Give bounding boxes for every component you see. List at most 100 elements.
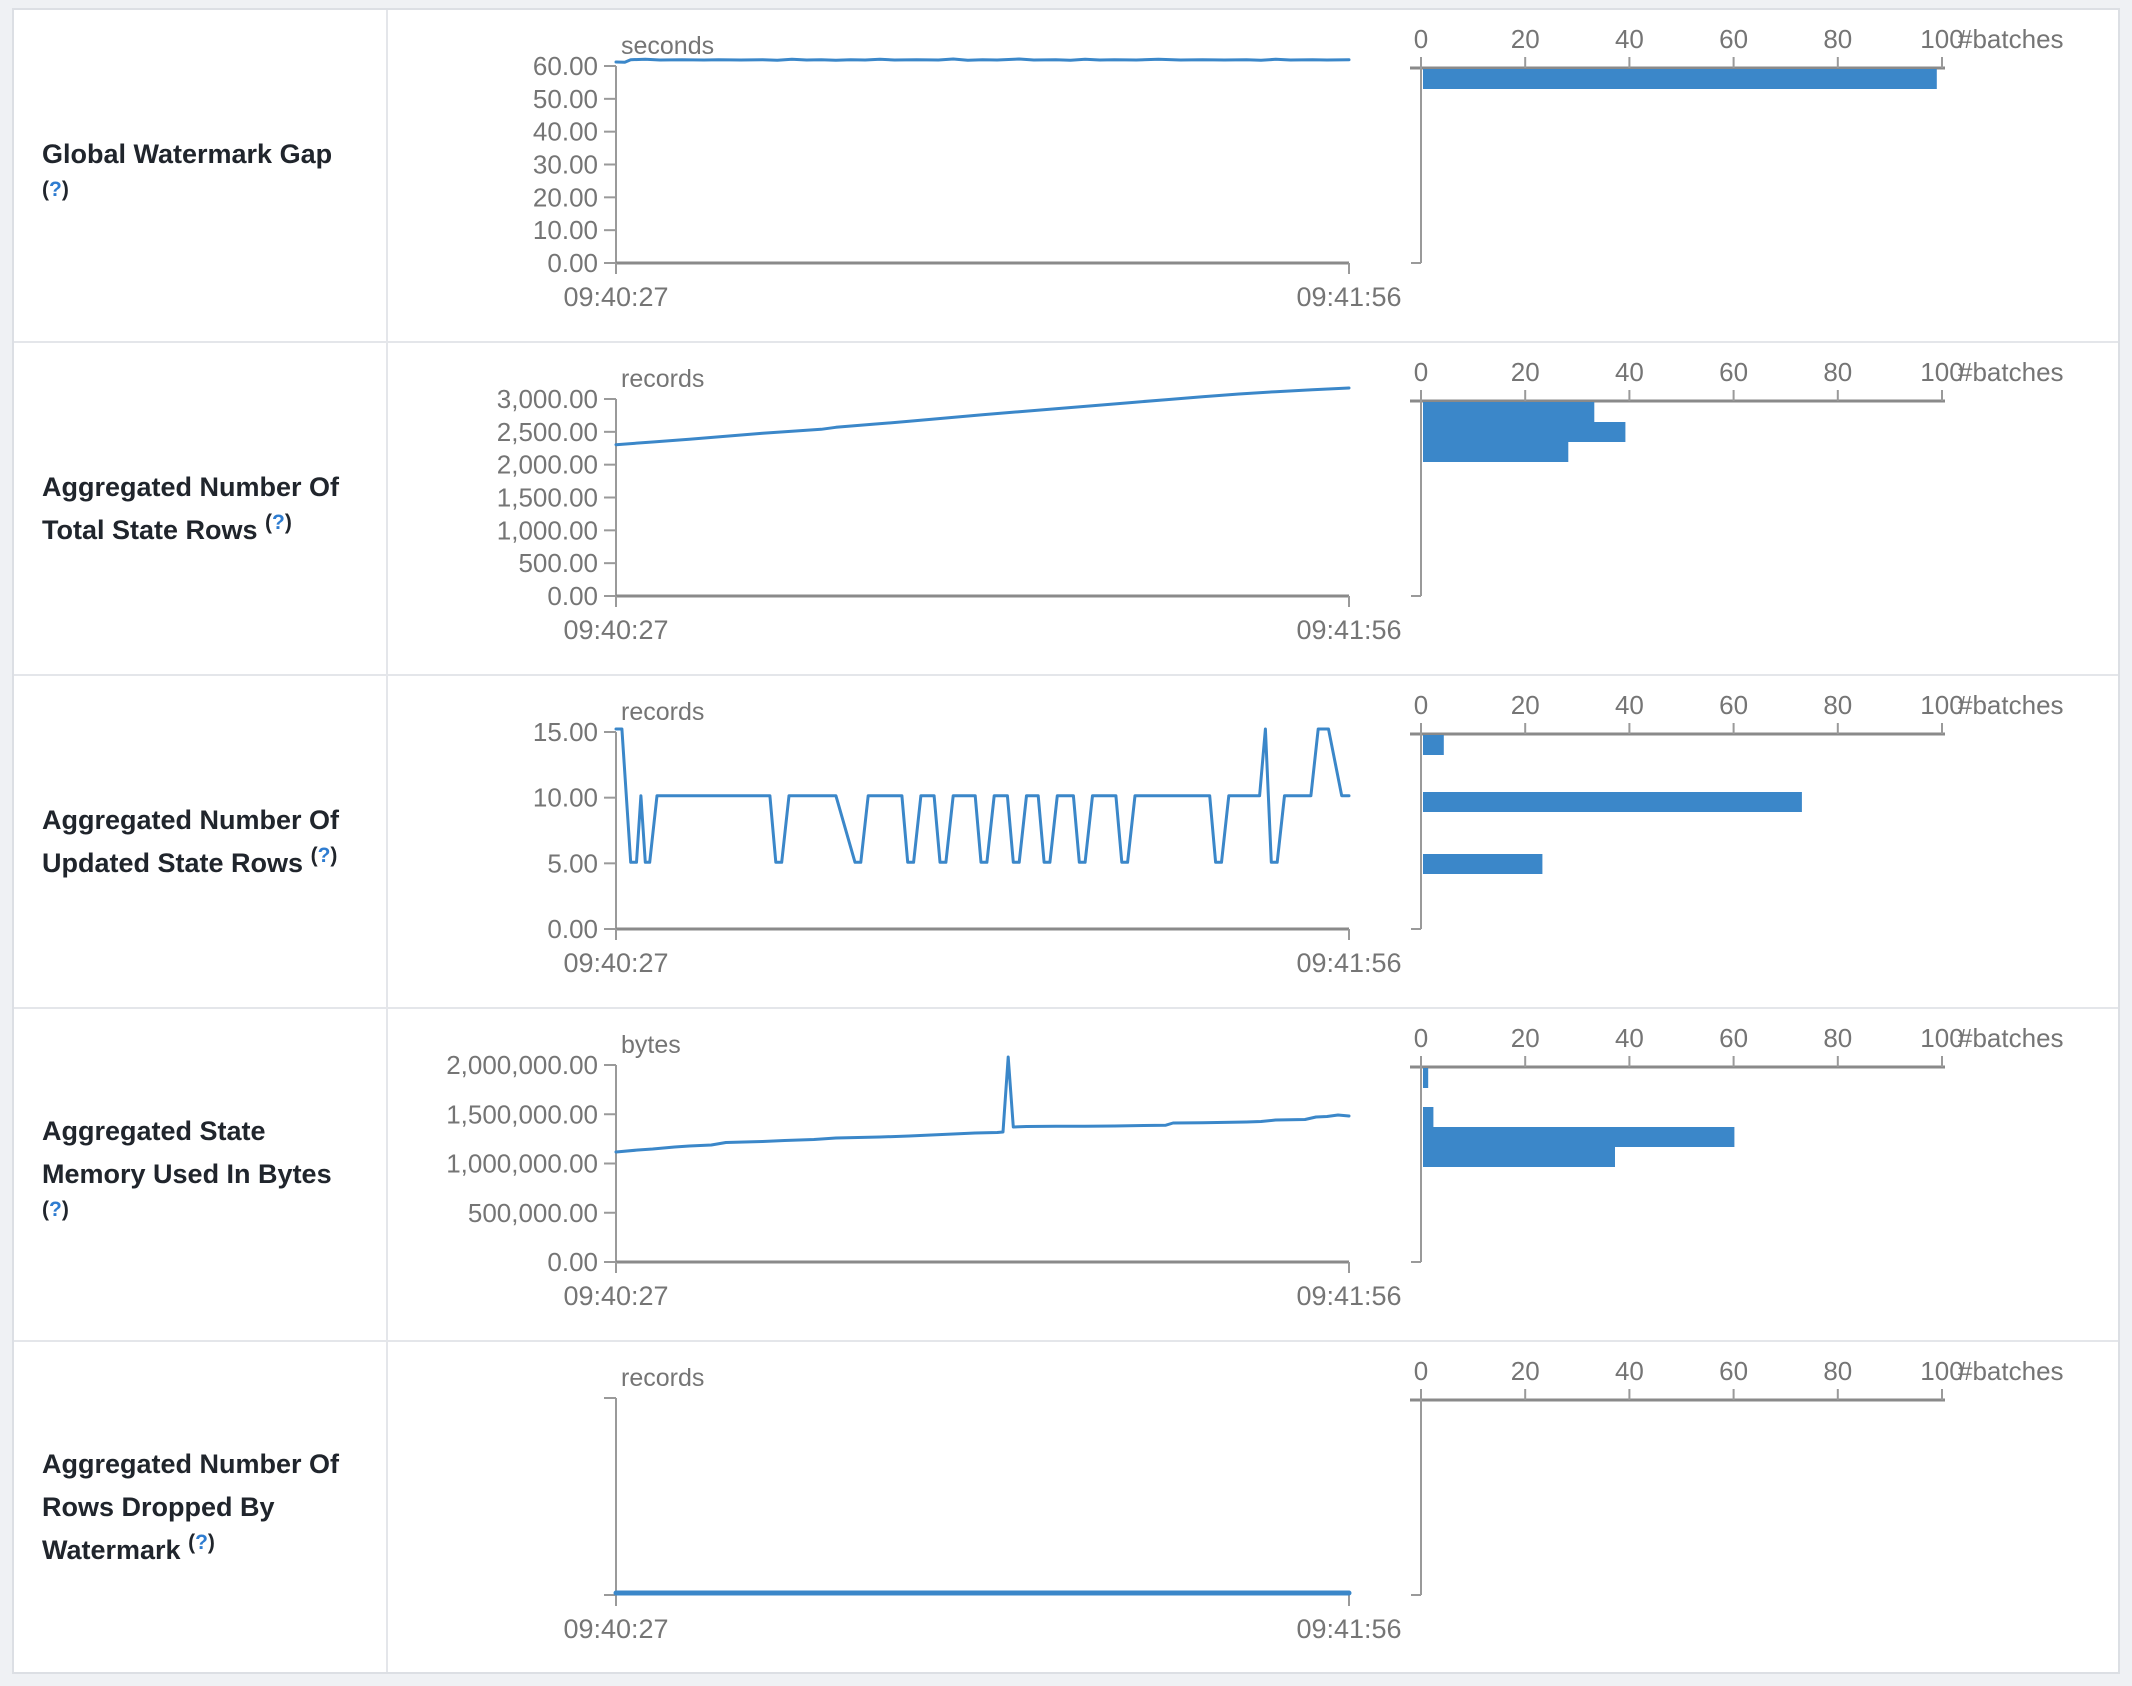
metric-label-cell: Aggregated Number Of Updated State Rows (…	[14, 676, 388, 1007]
row-charts-svg: records3,000.002,500.002,000.001,500.001…	[497, 357, 2064, 645]
y-tick-label: 2,000,000.00	[446, 1050, 598, 1080]
histogram-tick-label: 60	[1719, 690, 1748, 720]
histogram-tick-label: 60	[1719, 24, 1748, 54]
y-tick-label: 0.00	[547, 1247, 598, 1277]
histogram-tick-label: 40	[1615, 1356, 1644, 1386]
y-tick-label: 0.00	[547, 914, 598, 944]
histogram-tick-label: 20	[1511, 690, 1540, 720]
metric-label-cell: Aggregated Number Of Total State Rows (?)	[14, 343, 388, 674]
histogram-tick-label: 0	[1414, 690, 1428, 720]
histogram-tick-label: 100	[1920, 1356, 1963, 1386]
metric-row: Aggregated State Memory Used In Bytes (?) b…	[14, 1009, 2118, 1342]
row-charts-svg: records 09:40:27 09:41:56 0 20 40 60 80 100#batc…	[563, 1356, 2064, 1644]
timeline-line	[614, 1055, 1351, 1154]
unit-label: records	[621, 365, 704, 393]
histogram-tick-label: 100	[1920, 24, 1963, 54]
timeline-chart: seconds 60.0050.0040.0030.0020.0010.000.0…	[533, 32, 1402, 312]
histogram-tick-label: 60	[1719, 1356, 1748, 1386]
batches-axis-label: #batches	[1958, 1023, 2064, 1053]
histogram-tick-label: 0	[1414, 24, 1428, 54]
histogram-bar	[1423, 422, 1626, 442]
y-tick-label: 0.00	[547, 581, 598, 611]
histogram-tick-label: 0	[1414, 1356, 1428, 1386]
unit-label: records	[621, 698, 704, 726]
histogram-bar	[1423, 1068, 1429, 1088]
metric-label-cell: Global Watermark Gap (?)	[14, 10, 388, 341]
time-start-label: 09:40:27	[563, 615, 668, 645]
time-end-label: 09:41:56	[1296, 282, 1401, 312]
histogram-chart: 0 20 40 60 80 100#batches	[1410, 24, 2064, 264]
y-tick-label: 5.00	[547, 848, 598, 878]
metric-label-line: Watermark (?)	[42, 1530, 215, 1565]
histogram-tick-label: 80	[1823, 1023, 1852, 1053]
histogram-tick-label: 80	[1823, 24, 1852, 54]
batches-axis-label: #batches	[1958, 24, 2064, 54]
metric-label: Aggregated Number Of Updated State Rows (…	[42, 799, 339, 885]
y-tick-label: 1,000,000.00	[446, 1149, 598, 1179]
metric-row: Aggregated Number Of Total State Rows (?)…	[14, 343, 2118, 676]
help-tooltip-icon[interactable]: (?)	[42, 177, 69, 201]
histogram-bar	[1423, 1127, 1735, 1147]
timeline-line	[614, 57, 1351, 64]
time-end-label: 09:41:56	[1296, 948, 1401, 978]
help-tooltip-icon[interactable]: (?)	[310, 843, 338, 867]
row-charts-svg: records 15.00 10.00 5.00 0.00 09:40:27 09:41:5…	[533, 690, 2064, 978]
metric-label-line: Updated State Rows (?)	[42, 843, 338, 878]
row-charts-svg: seconds 60.0050.0040.0030.0020.0010.000.0…	[533, 24, 2064, 312]
unit-label: bytes	[621, 1031, 681, 1059]
histogram-bar	[1423, 402, 1595, 422]
metric-label-line: (?)	[42, 176, 332, 219]
help-tooltip-icon[interactable]: (?)	[188, 1530, 215, 1554]
timeline-chart: records 15.00 10.00 5.00 0.00 09:40:27 09:41:5…	[533, 698, 1402, 978]
chart-cell: records 3,000.00 2,500.00 2,000.00 1,500.00 1…	[388, 343, 2118, 674]
help-tooltip-icon[interactable]: (?)	[42, 1198, 69, 1221]
histogram-tick-label: 80	[1823, 1356, 1852, 1386]
histogram-bar	[1423, 792, 1802, 812]
help-tooltip-icon[interactable]: (?)	[265, 510, 292, 534]
histogram-bar	[1423, 442, 1569, 462]
timeline-line	[614, 727, 1351, 864]
histogram-tick-label: 0	[1414, 357, 1428, 387]
timeline-chart: records 09:40:27 09:41:56	[563, 1364, 1401, 1644]
timeline-chart: bytes 2,000,000.00 1,500,000.00 1,000,000.0…	[446, 1031, 1401, 1311]
metric-label-cell: Aggregated Number Of Rows Dropped By Water…	[14, 1342, 388, 1672]
metric-label-cell: Aggregated State Memory Used In Bytes (?)	[14, 1009, 388, 1340]
y-tick-label: 40.00	[533, 117, 598, 147]
metric-label-line: Aggregated State	[42, 1116, 266, 1146]
metric-label-line: Rows Dropped By	[42, 1491, 275, 1522]
batches-axis-label: #batches	[1958, 1356, 2064, 1386]
batches-axis-label: #batches	[1958, 357, 2064, 387]
histogram-chart: 0 20 40 60 80 100#batches	[1410, 357, 2064, 597]
histogram-bar	[1423, 69, 1937, 89]
histogram-chart: 0 20 40 60 80 100#batches	[1410, 1023, 2064, 1263]
metric-row: Global Watermark Gap (?) seconds 60.00 50.00…	[14, 10, 2118, 343]
metric-label-line: Aggregated Number Of	[42, 471, 340, 502]
row-charts-svg: bytes 2,000,000.00 1,500,000.00 1,000,000.0…	[446, 1023, 2064, 1311]
y-tick-label: 500.00	[518, 548, 598, 578]
chart-cell: records 09:40:27 09:41:56 0 20 40 60 80 100 #batc…	[388, 1342, 2118, 1672]
y-tick-label: 15.00	[533, 717, 598, 747]
histogram-tick-label: 80	[1823, 357, 1852, 387]
y-tick-label: 1,500.00	[497, 483, 598, 513]
histogram-chart: 0 20 40 60 80 100#batches	[1410, 690, 2064, 930]
chart-cell: bytes 2,000,000.00 1,500,000.00 1,000,000.0…	[388, 1009, 2118, 1340]
streaming-metrics-table: Global Watermark Gap (?) seconds 60.00 50.00…	[12, 8, 2120, 1674]
y-tick-label: 2,500.00	[497, 417, 598, 447]
timeline-chart: records 3,000.002,500.002,000.001,500.001…	[497, 365, 1402, 645]
y-tick-label: 3,000.00	[497, 384, 598, 414]
metric-label: Aggregated State Memory Used In Bytes (?)	[42, 1110, 332, 1239]
histogram-tick-label: 100	[1920, 1023, 1963, 1053]
histogram-tick-label: 100	[1920, 357, 1963, 387]
unit-label: records	[621, 1364, 704, 1392]
timeline-line	[614, 386, 1351, 447]
histogram-tick-label: 60	[1719, 357, 1748, 387]
y-tick-label: 1,500,000.00	[446, 1099, 598, 1129]
y-tick-label: 500,000.00	[468, 1198, 598, 1228]
time-start-label: 09:40:27	[563, 282, 668, 312]
time-start-label: 09:40:27	[563, 1614, 668, 1644]
unit-label: seconds	[621, 32, 714, 60]
chart-cell: seconds 60.00 50.00 40.00 30.00 20.00 10.00 0.0…	[388, 10, 2118, 341]
y-tick-label: 10.00	[533, 215, 598, 245]
histogram-tick-label: 20	[1511, 1023, 1540, 1053]
